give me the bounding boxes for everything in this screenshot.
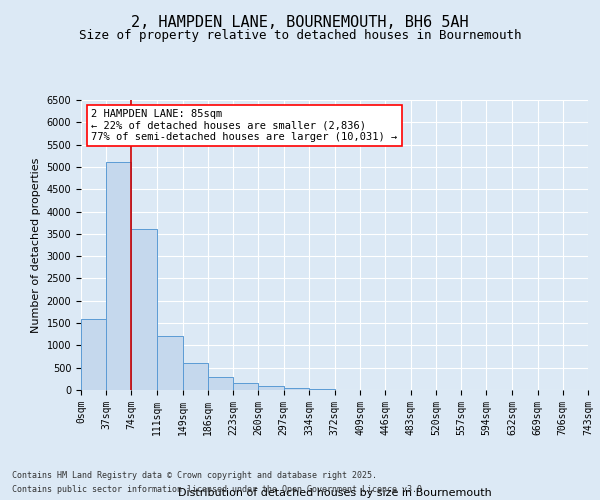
Bar xyxy=(309,388,335,390)
X-axis label: Distribution of detached houses by size in Bournemouth: Distribution of detached houses by size … xyxy=(178,488,491,498)
Bar xyxy=(233,384,259,390)
Bar xyxy=(182,363,208,390)
Bar xyxy=(81,318,106,390)
Text: Contains HM Land Registry data © Crown copyright and database right 2025.: Contains HM Land Registry data © Crown c… xyxy=(12,472,377,480)
Text: 2, HAMPDEN LANE, BOURNEMOUTH, BH6 5AH: 2, HAMPDEN LANE, BOURNEMOUTH, BH6 5AH xyxy=(131,15,469,30)
Text: Size of property relative to detached houses in Bournemouth: Size of property relative to detached ho… xyxy=(79,30,521,43)
Bar xyxy=(157,336,182,390)
Bar xyxy=(208,376,233,390)
Text: Contains public sector information licensed under the Open Government Licence v3: Contains public sector information licen… xyxy=(12,484,427,494)
Y-axis label: Number of detached properties: Number of detached properties xyxy=(31,158,41,332)
Bar xyxy=(131,230,157,390)
Bar xyxy=(259,386,284,390)
Text: 2 HAMPDEN LANE: 85sqm
← 22% of detached houses are smaller (2,836)
77% of semi-d: 2 HAMPDEN LANE: 85sqm ← 22% of detached … xyxy=(91,108,397,142)
Bar xyxy=(284,388,309,390)
Bar xyxy=(106,162,131,390)
